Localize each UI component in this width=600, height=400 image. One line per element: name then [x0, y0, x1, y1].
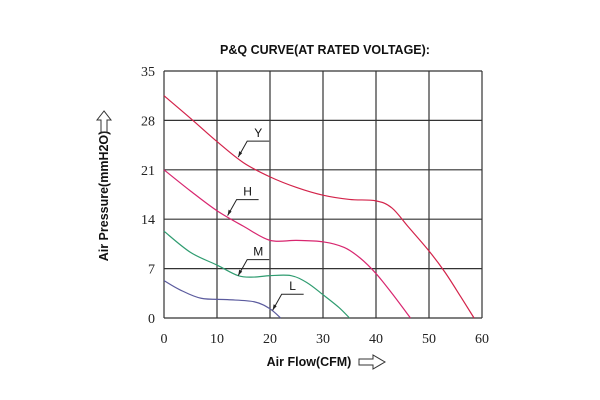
series-line-H: [163, 169, 411, 319]
x-tick-label: 40: [369, 332, 383, 347]
grid: [163, 70, 483, 319]
y-tick-label: 0: [148, 312, 155, 327]
x-axis-label: Air Flow(CFM): [267, 355, 352, 369]
leader-arrow-icon: [227, 209, 232, 216]
leader-line-L: [272, 293, 304, 311]
series: Y H M L: [163, 95, 475, 319]
up-arrow-icon: [95, 110, 113, 133]
y-tick-label: 7: [148, 263, 155, 278]
series-label-L: L: [289, 279, 296, 293]
x-tick-label: 0: [161, 332, 168, 347]
x-tick-label: 60: [475, 332, 489, 347]
series-label-H: H: [243, 185, 252, 199]
x-tick-label: 10: [210, 332, 224, 347]
y-tick-label: 21: [141, 164, 155, 179]
x-tick-label: 30: [316, 332, 330, 347]
leader-line-Y: [237, 140, 270, 158]
y-axis-label: Air Pressure(mmH2O): [97, 131, 111, 262]
y-tick-label: 35: [141, 65, 155, 80]
y-tick-label: 14: [141, 213, 155, 228]
series-line-L: [163, 280, 282, 319]
x-tick-label: 50: [422, 332, 436, 347]
leader-arrow-icon: [272, 304, 277, 311]
series-label-Y: Y: [254, 126, 262, 140]
chart-title: P&Q CURVE(AT RATED VOLTAGE):: [220, 43, 430, 57]
right-arrow-icon: [358, 354, 386, 370]
x-tick-label: 20: [263, 332, 277, 347]
series-line-M: [163, 230, 350, 319]
leader-line-M: [237, 259, 270, 276]
leader-arrow-icon: [238, 269, 243, 276]
y-tick-label: 28: [141, 114, 155, 129]
leader-line-H: [227, 199, 259, 216]
series-line-Y: [163, 95, 475, 319]
ticks: 0 10 20 30 40 50 60 0 7 14 21 28 35: [141, 65, 489, 347]
leader-arrow-icon: [238, 151, 243, 158]
series-label-M: M: [253, 245, 263, 259]
